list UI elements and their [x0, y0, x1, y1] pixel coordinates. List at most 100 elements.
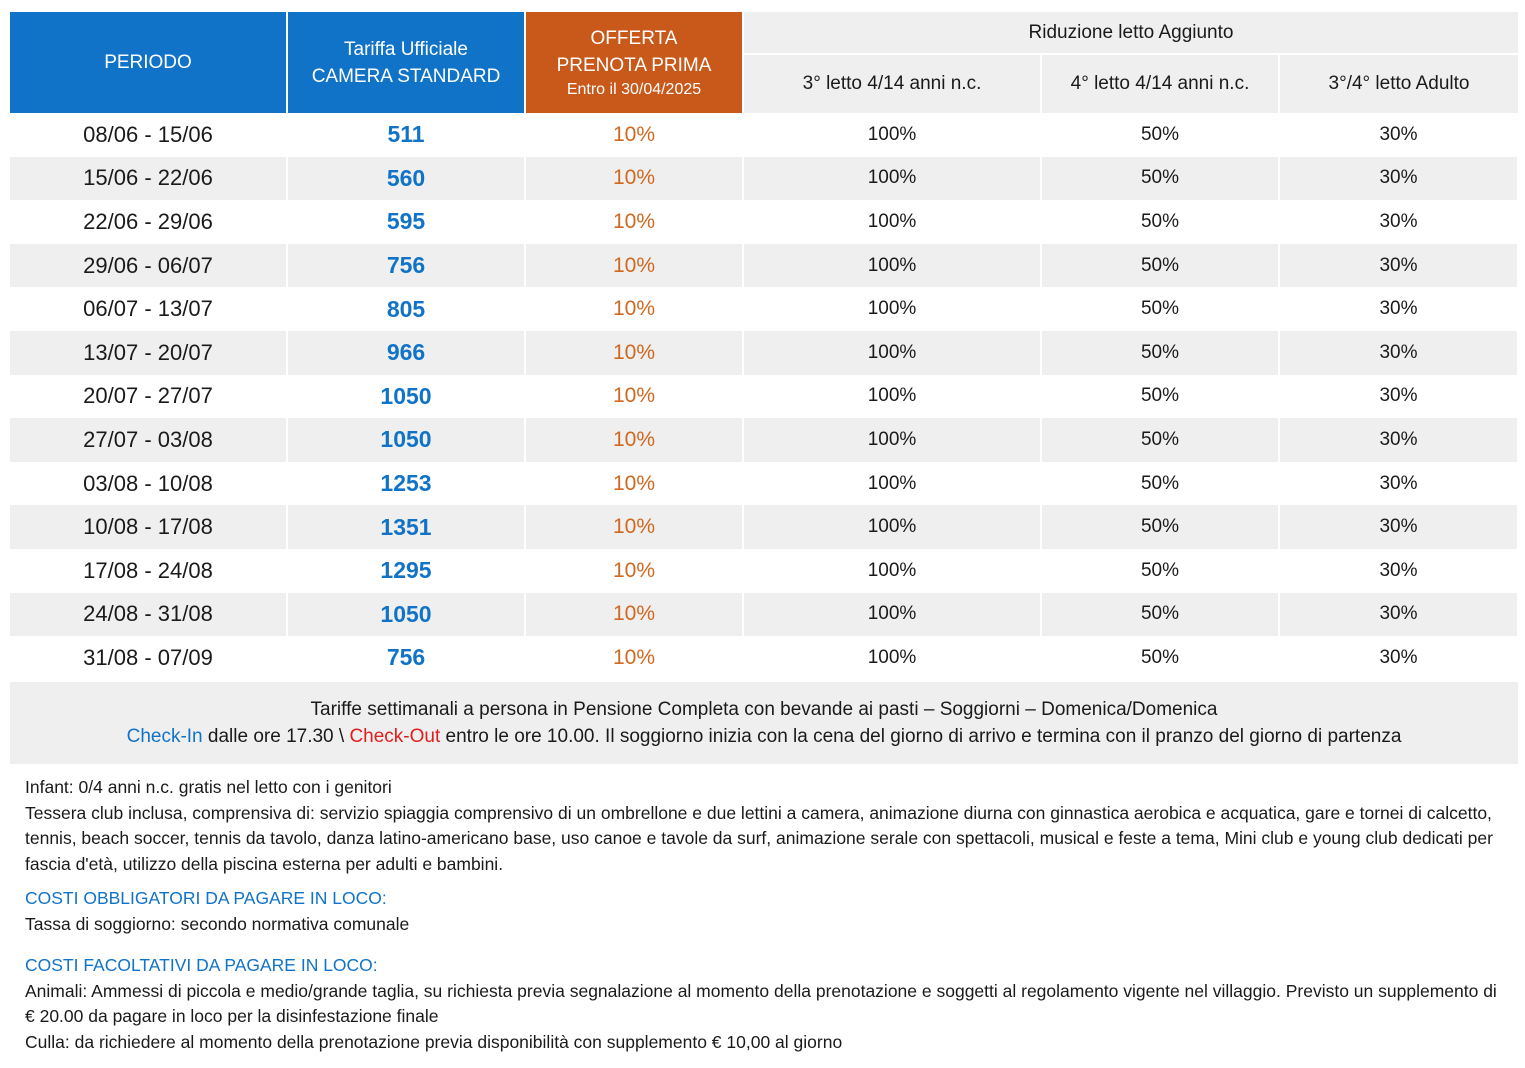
animali-label: Animali: [25, 980, 88, 1001]
table-row: 29/06 - 06/07 756 10% 100% 50% 30% [10, 243, 1520, 288]
pct-cell: 30% [1279, 548, 1520, 593]
pct-cell: 100% [743, 505, 1042, 549]
pct-cell: 50% [1041, 418, 1280, 462]
note-soggiorni: Soggiorni [939, 698, 1020, 720]
header-offerta: OFFERTA PRENOTA PRIMA Entro il 30/04/202… [525, 12, 744, 113]
period-cell: 08/06 - 15/06 [10, 113, 288, 157]
price-cell: 511 [287, 113, 526, 157]
table-row: 24/08 - 31/08 1050 10% 100% 50% 30% [10, 592, 1520, 637]
culla-info: Culla: da richiedere al momento della pr… [25, 1030, 1505, 1056]
table-row: 08/06 - 15/06 511 10% 100% 50% 30% [10, 113, 1520, 157]
facoltativi-heading: COSTI FACOLTATIVI DA PAGARE IN LOCO: [25, 955, 378, 975]
table-row: 20/07 - 27/07 1050 10% 100% 50% 30% [10, 374, 1520, 419]
offer-cell: 10% [525, 287, 744, 331]
pct-cell: 50% [1041, 243, 1280, 288]
table-row: 06/07 - 13/07 805 10% 100% 50% 30% [10, 287, 1520, 331]
pct-cell: 30% [1279, 113, 1520, 157]
offer-cell: 10% [525, 592, 744, 637]
price-cell: 805 [287, 287, 526, 331]
pct-cell: 100% [743, 330, 1042, 375]
pct-cell: 30% [1279, 461, 1520, 506]
offer-cell: 10% [525, 156, 744, 201]
pct-cell: 50% [1041, 636, 1280, 680]
animali-info: Animali: Ammessi di piccola e medio/gran… [25, 979, 1505, 1030]
table-row: 27/07 - 03/08 1050 10% 100% 50% 30% [10, 418, 1520, 462]
pricing-note-line1: Tariffe settimanali a persona in Pension… [10, 696, 1518, 723]
pct-cell: 50% [1041, 461, 1280, 506]
checkout-label: Check-Out [349, 725, 441, 747]
pct-cell: 30% [1279, 592, 1520, 637]
checkout-text: entro le ore 10.00. Il soggiorno inizia … [440, 725, 1402, 747]
period-cell: 27/07 - 03/08 [10, 418, 288, 462]
table-row: 03/08 - 10/08 1253 10% 100% 50% 30% [10, 461, 1520, 506]
price-cell: 966 [287, 330, 526, 375]
table-row: 17/08 - 24/08 1295 10% 100% 50% 30% [10, 548, 1520, 593]
header-sub-4-letto: 4° letto 4/14 anni n.c. [1040, 53, 1279, 113]
offer-cell: 10% [525, 243, 744, 288]
pct-cell: 30% [1279, 330, 1520, 375]
note-separator: – [918, 698, 940, 720]
header-tariffa-line1: Tariffa Ufficiale [344, 38, 468, 60]
pct-cell: 100% [743, 374, 1042, 419]
header-offerta-line3: Entro il 30/04/2025 [566, 80, 702, 98]
header-periodo: PERIODO [10, 12, 288, 113]
offer-cell: 10% [525, 636, 744, 680]
offer-cell: 10% [525, 113, 744, 157]
price-cell: 1050 [287, 374, 526, 419]
price-cell: 1253 [287, 461, 526, 506]
table-row: 22/06 - 29/06 595 10% 100% 50% 30% [10, 200, 1520, 244]
header-tariffa-line2: CAMERA STANDARD [311, 65, 501, 87]
obbligatori-heading: COSTI OBBLIGATORI DA PAGARE IN LOCO: [25, 888, 387, 908]
infant-label: Infant: [25, 777, 74, 797]
period-cell: 22/06 - 29/06 [10, 200, 288, 244]
pct-cell: 30% [1279, 636, 1520, 680]
rates-table: PERIODO Tariffa Ufficiale CAMERA STANDAR… [10, 12, 1520, 680]
note-pension-text: Tariffe settimanali a persona in Pension… [310, 698, 919, 720]
pct-cell: 100% [743, 243, 1042, 288]
price-cell: 560 [287, 156, 526, 201]
table-row: 13/07 - 20/07 966 10% 100% 50% 30% [10, 330, 1520, 375]
price-cell: 1351 [287, 505, 526, 549]
pct-cell: 50% [1041, 287, 1280, 331]
header-riduzione: Riduzione letto Aggiunto [743, 12, 1519, 54]
period-cell: 13/07 - 20/07 [10, 330, 288, 375]
period-cell: 20/07 - 27/07 [10, 374, 288, 419]
tessera-label: Tessera club [25, 802, 124, 823]
header-sub-3-letto: 3° letto 4/14 anni n.c. [743, 53, 1041, 113]
infant-info: Infant: 0/4 anni n.c. gratis nel letto c… [25, 775, 1505, 801]
pct-cell: 30% [1279, 505, 1520, 549]
note-days: – Domenica/Domenica [1019, 698, 1218, 720]
offer-cell: 10% [525, 461, 744, 506]
table-row: 31/08 - 07/09 756 10% 100% 50% 30% [10, 636, 1520, 680]
pct-cell: 30% [1279, 200, 1520, 244]
offer-cell: 10% [525, 330, 744, 375]
pct-cell: 100% [743, 461, 1042, 506]
pct-cell: 100% [743, 592, 1042, 637]
pricing-note: Tariffe settimanali a persona in Pension… [10, 681, 1518, 764]
pct-cell: 100% [743, 200, 1042, 244]
pct-cell: 50% [1041, 200, 1280, 244]
period-cell: 15/06 - 22/06 [10, 156, 288, 201]
pct-cell: 50% [1041, 592, 1280, 637]
pct-cell: 100% [743, 418, 1042, 462]
tessera-info: Tessera club inclusa, comprensiva di: se… [25, 801, 1505, 878]
rates-body: 08/06 - 15/06 511 10% 100% 50% 30% 15/06 - 22/… [10, 113, 1520, 680]
offer-cell: 10% [525, 374, 744, 419]
pricing-note-line2: Check-In dalle ore 17.30 \ Check-Out ent… [10, 723, 1518, 750]
infant-text: 0/4 anni n.c. gratis nel letto con i gen… [73, 777, 392, 797]
period-cell: 17/08 - 24/08 [10, 548, 288, 593]
table-row: 15/06 - 22/06 560 10% 100% 50% 30% [10, 156, 1520, 201]
culla-label: Culla: [25, 1031, 70, 1052]
price-cell: 595 [287, 200, 526, 244]
pct-cell: 50% [1041, 113, 1280, 157]
pct-cell: 50% [1041, 505, 1280, 549]
pct-cell: 30% [1279, 156, 1520, 201]
period-cell: 29/06 - 06/07 [10, 243, 288, 288]
tassa-label: Tassa di soggiorno [25, 913, 171, 934]
header-tariffa: Tariffa Ufficiale CAMERA STANDARD [287, 12, 526, 113]
info-section: Infant: 0/4 anni n.c. gratis nel letto c… [25, 775, 1505, 1055]
period-cell: 24/08 - 31/08 [10, 592, 288, 637]
price-cell: 756 [287, 243, 526, 288]
pct-cell: 30% [1279, 374, 1520, 419]
table-row: 10/08 - 17/08 1351 10% 100% 50% 30% [10, 505, 1520, 549]
